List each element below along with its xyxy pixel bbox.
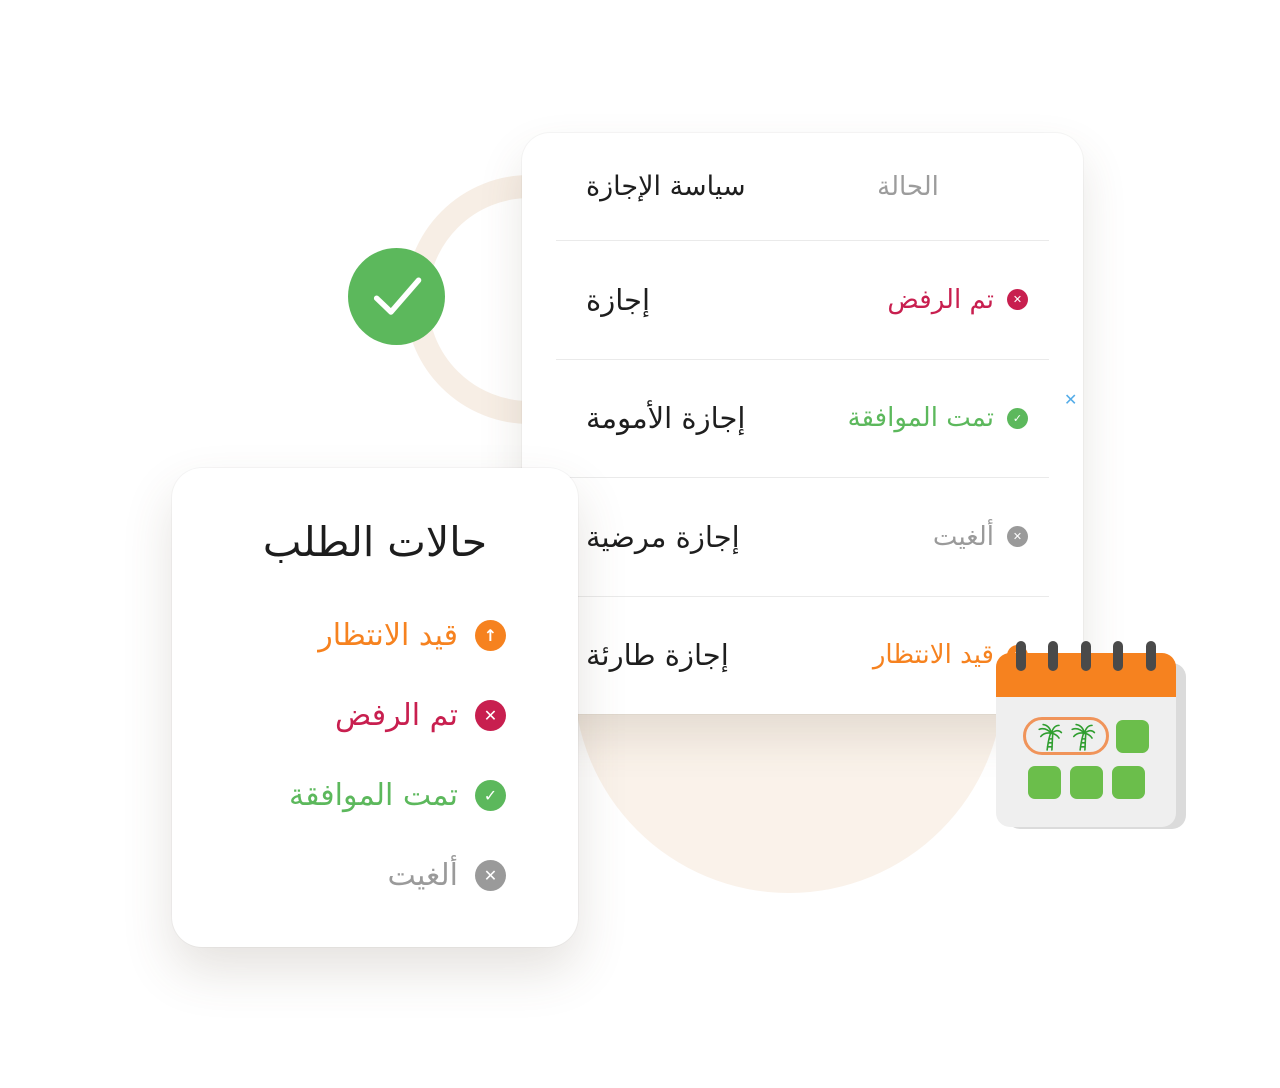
policy-name: إجازة الأمومة [586,401,746,436]
vacation-calendar-illustration [996,641,1196,841]
calendar-day-cell [1028,766,1061,799]
status-cell: ✕ ألغيت [788,522,1028,552]
calendar-body [996,697,1176,827]
status-column-header: الحالة [877,171,939,202]
status-label: تم الرفض [887,284,994,315]
calendar-day-cell [1112,766,1145,799]
palm-tree-icon [1038,723,1063,751]
legend-item-cancelled: ✕ ألغيت [212,858,506,893]
leave-policy-table-card: سياسة الإجازة الحالة إجازة ✕ تم الرفض إج… [522,133,1083,714]
request-statuses-card: حالات الطلب ↑ قيد الانتظار ✕ تم الرفض ✓ … [172,468,578,947]
table-row: إجازة ✕ تم الرفض [556,241,1049,360]
legend-label: قيد الانتظار [318,618,458,653]
calendar-week-row [1023,766,1176,799]
approved-check-badge [348,248,445,345]
pending-status-icon: ↑ [475,620,506,651]
table-row: إجازة الأمومة ✓ تمت الموافقة [556,360,1049,478]
table-row: إجازة مرضية ✕ ألغيت [556,478,1049,597]
status-cell: ✕ تم الرفض [788,285,1028,315]
policy-name: إجازة طارئة [586,638,729,673]
legend-label: تمت الموافقة [289,778,458,813]
policy-name: إجازة [586,282,651,317]
status-cell: ✓ تمت الموافقة [788,403,1028,433]
legend-item-approved: ✓ تمت الموافقة [212,778,506,813]
palm-tree-icon [1071,723,1096,751]
status-label: تمت الموافقة [847,403,994,434]
cancelled-status-icon: ✕ [475,860,506,891]
binder-ring-icon [1016,641,1026,671]
table-header-row: سياسة الإجازة الحالة [556,133,1049,241]
check-icon [373,277,421,315]
close-x-icon[interactable]: ✕ [1064,390,1078,409]
legend-label: ألغيت [387,858,458,893]
binder-ring-icon [1113,641,1123,671]
status-cell: ↑ قيد الانتظار [788,640,1028,670]
approved-status-icon: ✓ [475,780,506,811]
cancelled-status-icon: ✕ [1007,526,1028,548]
rejected-status-icon: ✕ [1007,289,1028,311]
calendar-day-cell [1070,766,1103,799]
policy-name: إجازة مرضية [586,519,740,554]
table-row: إجازة طارئة ↑ قيد الانتظار [556,597,1049,715]
calendar-week-row [1023,717,1176,755]
vacation-range-pill [1023,717,1109,755]
status-label: قيد الانتظار [872,640,994,671]
binder-ring-icon [1048,641,1058,671]
rejected-status-icon: ✕ [475,700,506,731]
legend-items: ↑ قيد الانتظار ✕ تم الرفض ✓ تمت الموافقة… [172,618,578,893]
policy-column-header: سياسة الإجازة [586,171,746,202]
binder-ring-icon [1146,641,1156,671]
legend-label: تم الرفض [335,698,458,733]
legend-title: حالات الطلب [262,518,488,566]
calendar-day-cell [1116,719,1149,753]
legend-item-pending: ↑ قيد الانتظار [212,618,506,653]
binder-ring-icon [1081,641,1091,671]
legend-item-rejected: ✕ تم الرفض [212,698,506,733]
approved-status-icon: ✓ [1007,407,1028,429]
status-label: ألغيت [932,521,994,552]
